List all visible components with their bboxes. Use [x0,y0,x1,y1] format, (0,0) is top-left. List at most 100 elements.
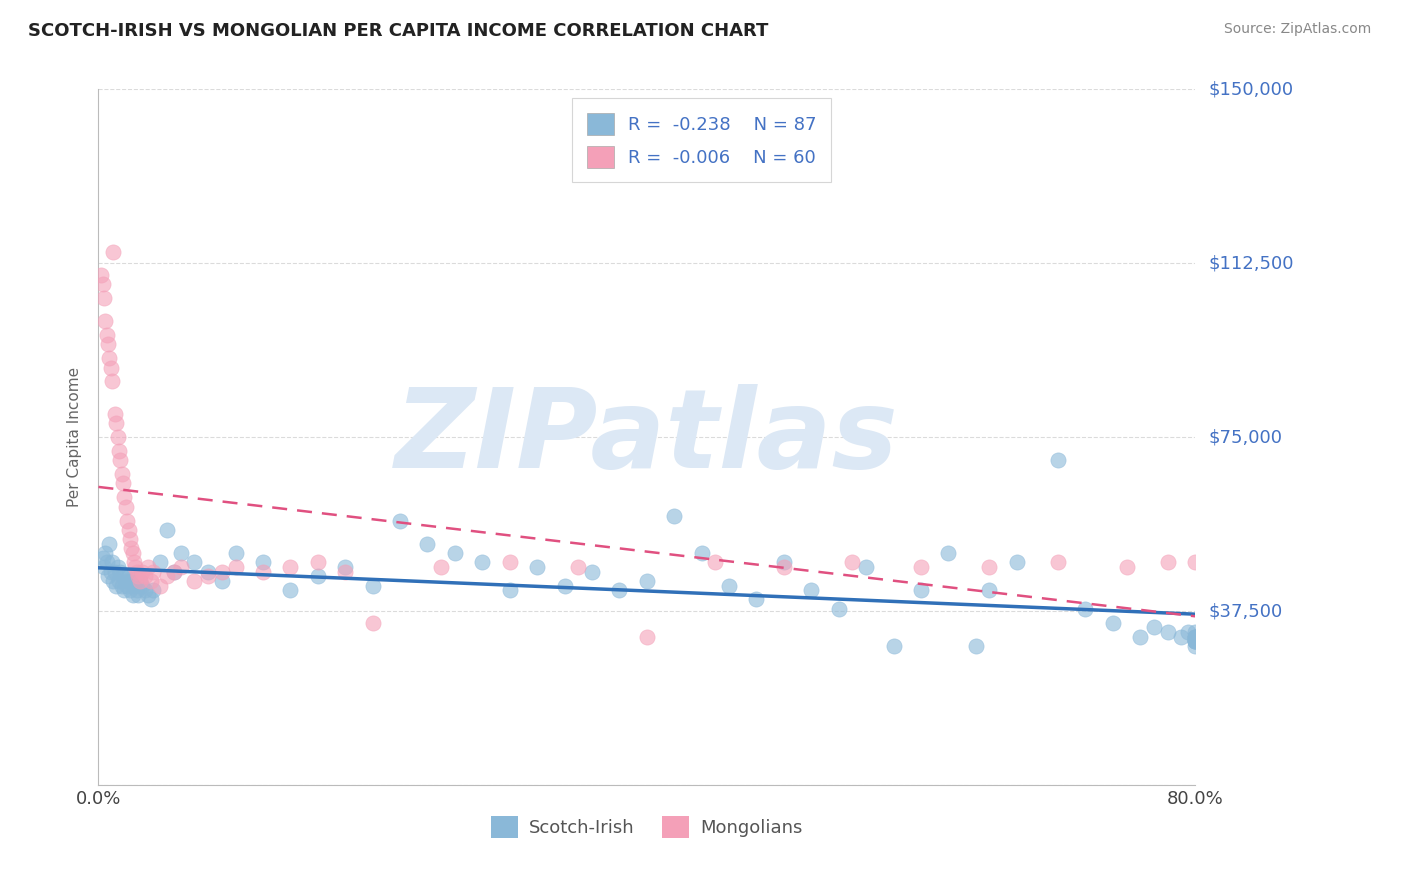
Point [717,578,740,592]
Point [104,565,127,579]
Point [118,532,141,546]
Point [225,546,247,560]
Point [163,565,186,579]
Point [105,578,128,592]
Point [1184,624,1206,639]
Point [1005,555,1028,569]
Point [1170,630,1192,644]
Point [773,560,796,574]
Point [117,523,139,537]
Point [93,560,115,574]
Point [142,583,165,598]
Point [170,546,193,560]
Point [131,578,153,592]
Point [110,565,132,579]
Point [107,430,129,444]
Point [1184,630,1206,644]
Point [499,555,522,569]
Point [117,569,139,583]
Point [131,565,153,579]
Point [121,588,143,602]
Point [197,565,219,579]
Point [307,555,329,569]
Text: $75,000: $75,000 [1209,428,1284,446]
Point [252,565,274,579]
Point [97,569,120,583]
Point [211,574,233,588]
Point [100,565,122,579]
Point [101,375,124,389]
Point [1046,555,1070,569]
Point [136,560,159,574]
Point [1074,601,1097,615]
Point [105,416,128,430]
Point [114,583,136,598]
Point [910,560,932,574]
Point [94,546,117,560]
Point [103,574,125,588]
Point [636,574,658,588]
Point [361,578,384,592]
Point [120,541,142,556]
Text: SCOTCH-IRISH VS MONGOLIAN PER CAPITA INCOME CORRELATION CHART: SCOTCH-IRISH VS MONGOLIAN PER CAPITA INC… [28,22,769,40]
Point [100,360,122,375]
Point [280,583,302,598]
Point [125,565,148,579]
Point [115,574,138,588]
Point [108,444,131,458]
Point [156,569,179,583]
Point [96,328,118,343]
Point [127,569,149,583]
Point [499,583,522,598]
Point [1184,630,1206,644]
Point [115,514,138,528]
Legend: Scotch-Irish, Mongolians: Scotch-Irish, Mongolians [484,809,810,846]
Point [120,574,142,588]
Point [773,555,796,569]
Point [388,514,412,528]
Point [107,560,129,574]
Point [1115,560,1137,574]
Point [101,555,124,569]
Point [979,583,1001,598]
Point [1184,630,1206,644]
Point [211,565,233,579]
Point [127,588,149,602]
Text: Source: ZipAtlas.com: Source: ZipAtlas.com [1223,22,1371,37]
Point [800,583,823,598]
Point [139,574,162,588]
Point [112,569,135,583]
Point [1129,630,1152,644]
Point [444,546,467,560]
Point [664,508,686,523]
Point [1102,615,1125,630]
Point [139,592,162,607]
Point [936,546,959,560]
Point [128,574,150,588]
Point [690,546,713,560]
Point [965,639,987,653]
Point [252,555,274,569]
Point [197,569,219,583]
Point [1184,555,1206,569]
Point [225,560,247,574]
Point [134,569,156,583]
Point [124,569,146,583]
Point [96,555,118,569]
Point [609,583,631,598]
Point [1184,639,1206,653]
Point [115,578,138,592]
Point [90,268,112,282]
Point [98,537,121,551]
Point [91,277,114,291]
Point [103,244,125,259]
Point [841,555,863,569]
Text: $150,000: $150,000 [1209,80,1294,98]
Point [307,569,329,583]
Point [636,630,658,644]
Y-axis label: Per Capita Income: Per Capita Income [67,367,83,508]
Point [122,555,145,569]
Point [183,555,205,569]
Point [156,523,179,537]
Point [112,476,135,491]
